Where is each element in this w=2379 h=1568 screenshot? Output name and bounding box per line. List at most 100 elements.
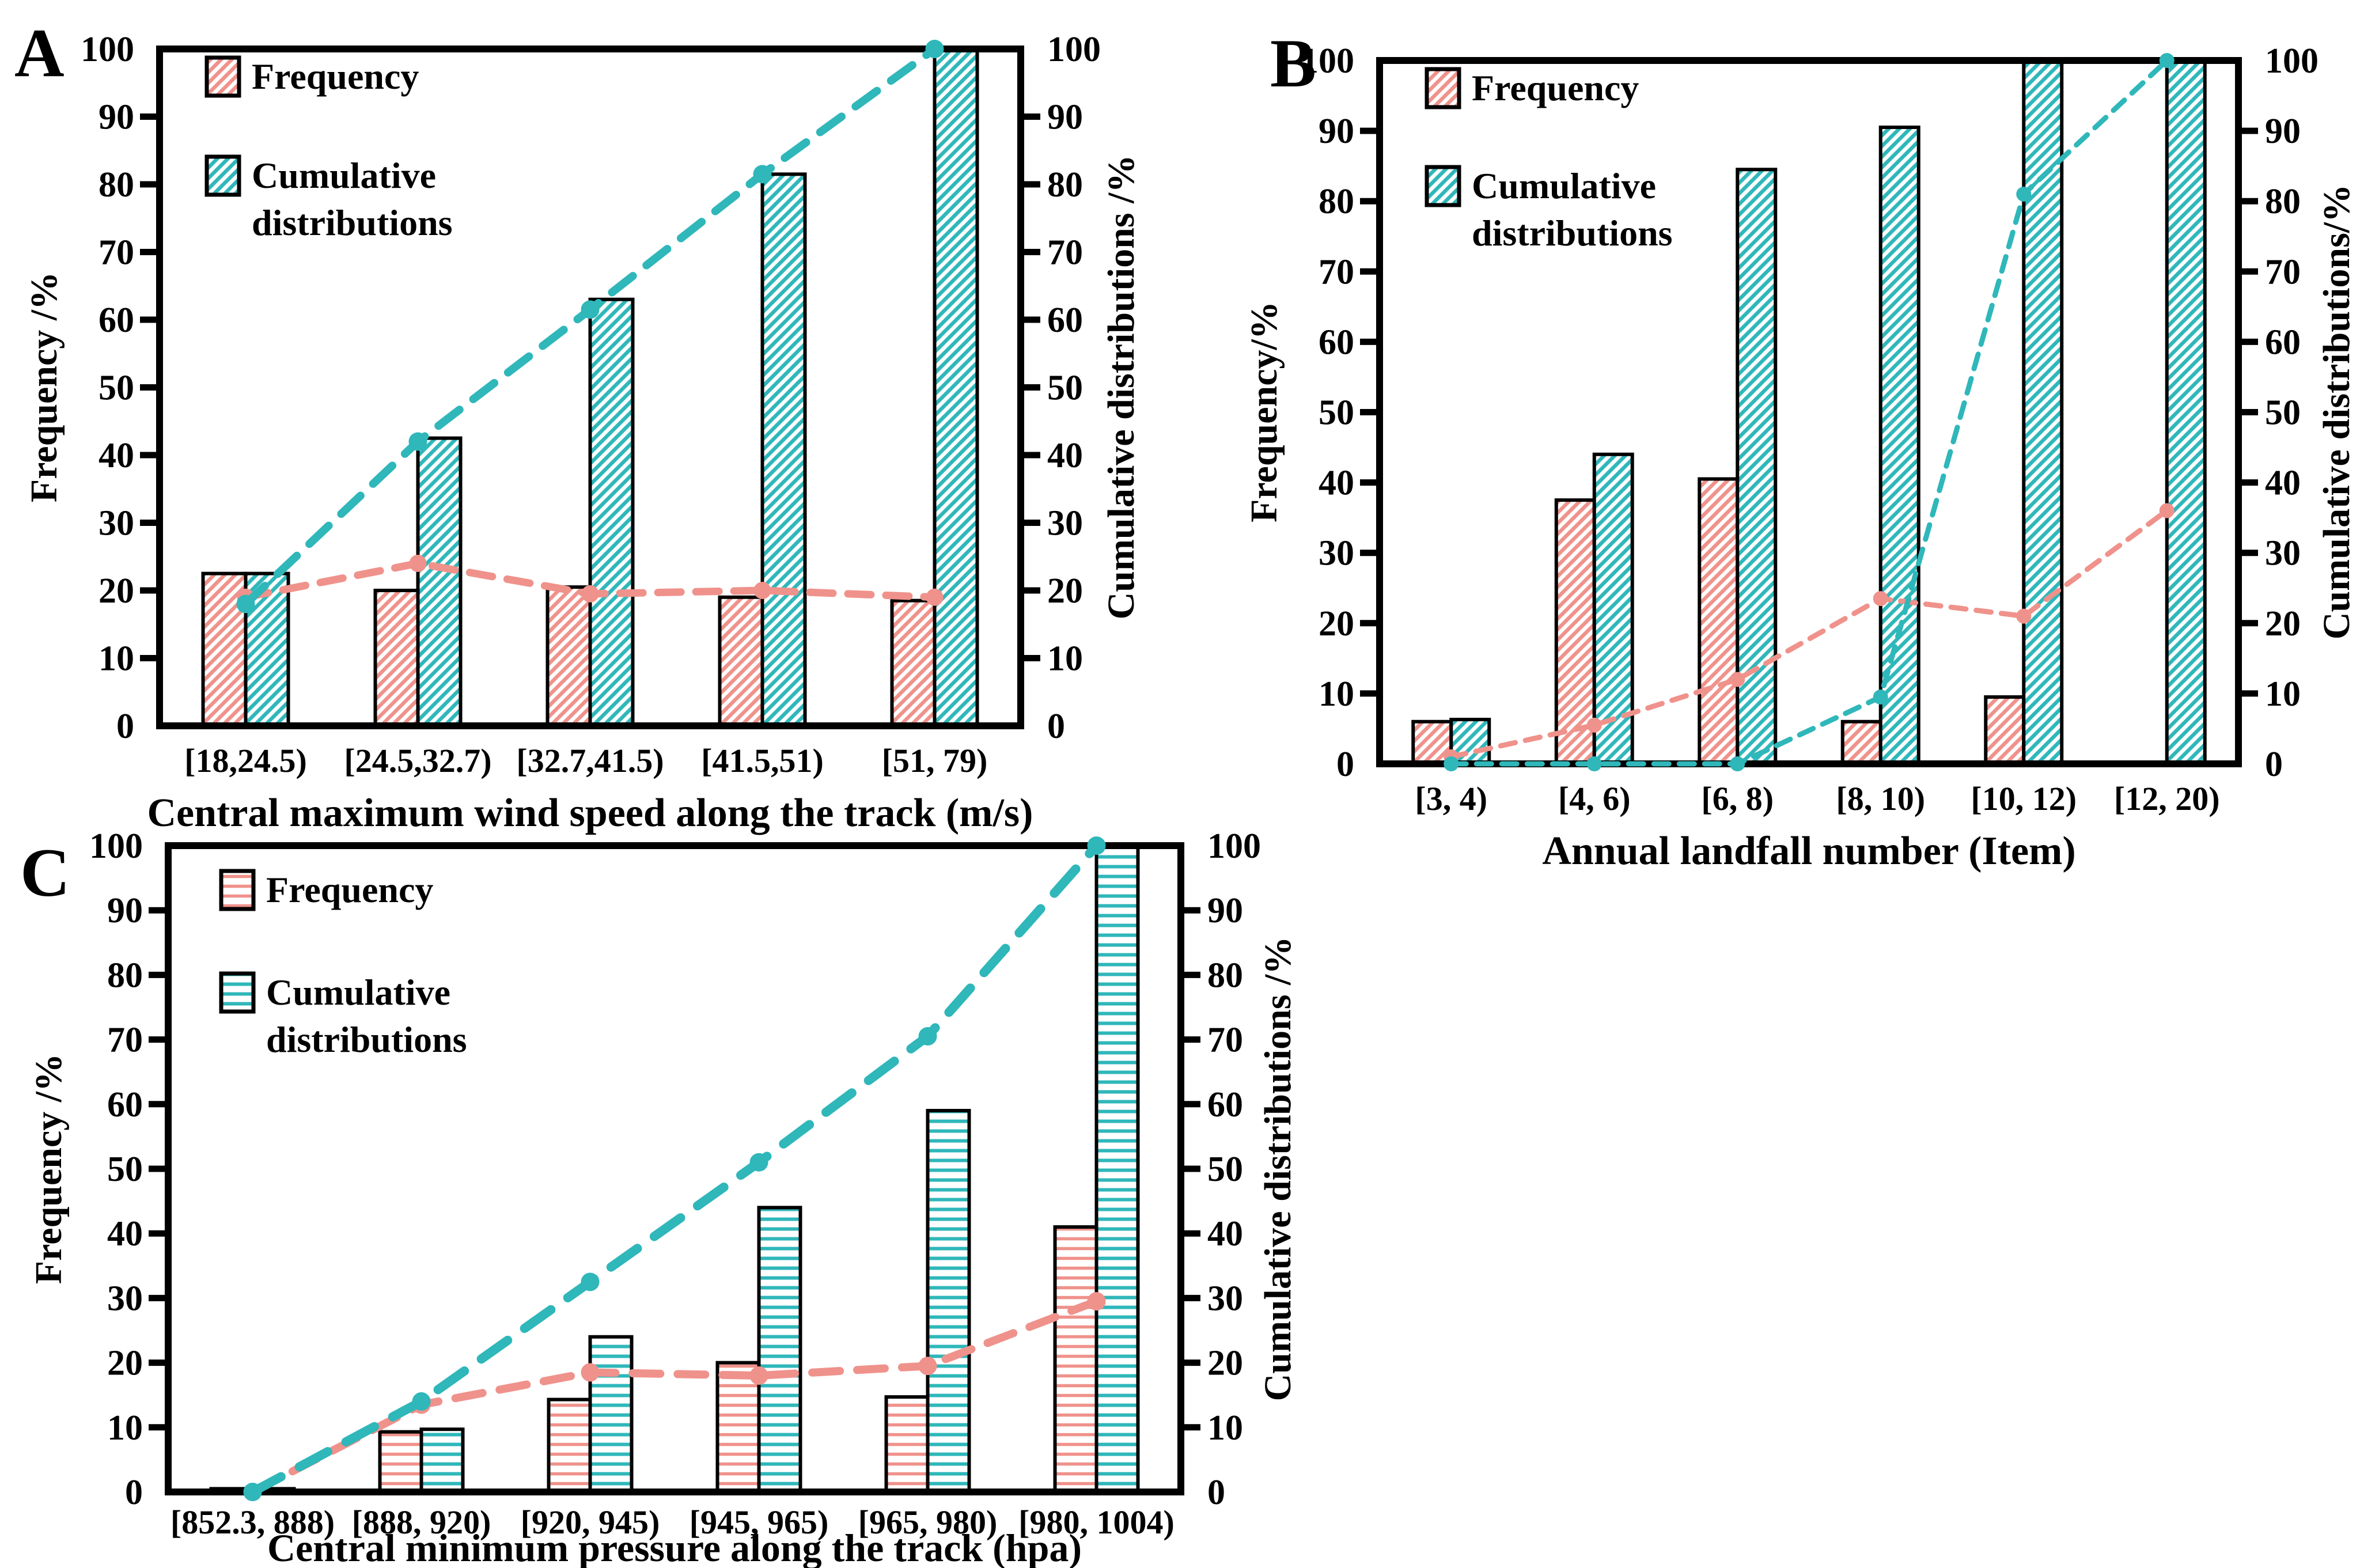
y-tick-label-right: 80 xyxy=(2265,182,2301,221)
x-axis-title: Annual landfall number (Item) xyxy=(1542,829,2075,873)
panel-letter: A xyxy=(14,14,65,91)
data-point-marker xyxy=(749,1366,768,1385)
y-tick-label-left: 10 xyxy=(99,639,134,679)
bar xyxy=(416,436,463,728)
x-tick-label: [852.3, 888) xyxy=(171,1503,335,1541)
trend-line xyxy=(1448,507,2170,760)
data-point-marker xyxy=(1730,672,1745,687)
y-tick-label-right: 100 xyxy=(1207,827,1261,866)
y-axis-title-right: Cumulative distributions /% xyxy=(1100,155,1142,620)
x-tick-label: [10, 12) xyxy=(1971,780,2077,817)
y-tick-label-left: 40 xyxy=(107,1214,143,1253)
bar-series-frequency xyxy=(1411,477,2026,766)
y-tick-label-left: 60 xyxy=(107,1085,143,1124)
y-tick-label-right: 90 xyxy=(1207,891,1243,930)
line-series-frequency xyxy=(243,1292,1106,1501)
x-tick-label: [965, 980) xyxy=(858,1503,998,1541)
y-tick-label-left: 10 xyxy=(1319,675,1354,714)
y-tick-label-right: 80 xyxy=(1207,956,1243,995)
y-tick-label-left: 20 xyxy=(107,1344,143,1383)
data-point-marker xyxy=(2159,503,2175,518)
y-tick-label-right: 50 xyxy=(1207,1150,1243,1189)
x-axis-title: Central maximum wind speed along the tra… xyxy=(147,791,1033,835)
panel-letter: B xyxy=(1270,25,1316,101)
y-tick-label-left: 70 xyxy=(1319,252,1354,291)
y-tick-label-right: 40 xyxy=(1047,436,1083,475)
data-point-marker xyxy=(753,582,771,599)
y-tick-label-left: 80 xyxy=(99,165,134,204)
bar xyxy=(760,172,807,728)
trend-line xyxy=(248,841,1101,1497)
y-tick-label-left: 40 xyxy=(99,436,134,475)
data-point-marker xyxy=(581,585,599,603)
y-tick-label-left: 90 xyxy=(107,891,143,930)
bar xyxy=(1053,1225,1098,1494)
y-tick-label-left: 10 xyxy=(107,1408,143,1448)
bar xyxy=(373,589,420,728)
legend-swatch-cumulative xyxy=(1425,165,1461,207)
x-tick-label: [4, 6) xyxy=(1558,780,1631,817)
data-point-marker xyxy=(2016,608,2032,624)
bar xyxy=(884,1395,930,1494)
y-tick-label-right: 60 xyxy=(1047,301,1083,340)
x-axis-title: Central minimum pressure along the track… xyxy=(267,1526,1082,1568)
x-tick-label: [3, 4) xyxy=(1415,780,1487,817)
bar xyxy=(757,1206,802,1494)
bar xyxy=(588,1335,634,1494)
y-axis-title-left: Frequency /% xyxy=(28,1054,70,1284)
bar xyxy=(890,599,937,728)
data-point-marker xyxy=(1586,717,1602,733)
bar xyxy=(588,297,635,728)
data-point-marker xyxy=(409,555,427,572)
data-point-marker xyxy=(412,1392,431,1411)
line-series-cumulative xyxy=(236,40,944,613)
y-tick-label-right: 0 xyxy=(1207,1473,1225,1512)
panel-C: 0 0 10 10 20 20 30 30 40 40 50 50 60 60 70 70 80 80 90 90 10… xyxy=(20,827,1299,1568)
bar xyxy=(718,595,764,728)
data-point-marker xyxy=(1586,756,1602,771)
data-point-marker xyxy=(1444,756,1459,771)
data-point-marker xyxy=(918,1357,937,1376)
data-point-marker xyxy=(1087,1292,1106,1311)
y-tick-label-left: 50 xyxy=(99,369,134,408)
y-tick-label-left: 0 xyxy=(1336,745,1354,784)
bar xyxy=(547,1397,592,1494)
x-tick-label: [945, 965) xyxy=(690,1503,829,1541)
legend-label: distributions xyxy=(1472,213,1673,253)
y-tick-label-right: 50 xyxy=(2265,393,2301,433)
y-tick-label-right: 0 xyxy=(1047,707,1065,746)
y-axis-title-left: Frequency /% xyxy=(23,272,65,502)
bar xyxy=(545,585,592,728)
data-point-marker xyxy=(408,432,427,451)
y-tick-label-left: 20 xyxy=(99,571,134,611)
y-tick-label-left: 50 xyxy=(1319,393,1354,433)
data-point-marker xyxy=(753,165,772,184)
x-tick-label: [12, 20) xyxy=(2114,780,2220,817)
y-tick-label-left: 80 xyxy=(1319,182,1354,221)
y-tick-label-left: 40 xyxy=(1319,464,1354,503)
data-point-marker xyxy=(1087,836,1106,855)
y-tick-label-right: 10 xyxy=(2265,675,2301,714)
x-tick-label: [8, 10) xyxy=(1836,780,1925,817)
bar xyxy=(419,1427,465,1494)
data-point-marker xyxy=(925,40,944,58)
x-tick-label: [980, 1004) xyxy=(1018,1503,1175,1541)
bar-series-cumulative xyxy=(244,47,979,728)
y-tick-label-right: 20 xyxy=(1047,571,1083,611)
y-tick-label-right: 30 xyxy=(1047,504,1083,543)
panel-B: 0 0 10 10 20 20 30 30 40 40 50 50 60 60 70 70 80 80 90 90 10… xyxy=(1243,25,2358,873)
data-point-marker xyxy=(1873,591,1888,607)
y-tick-label-right: 90 xyxy=(2265,112,2301,151)
x-tick-label: [41.5,51) xyxy=(701,742,824,779)
legend-label: Cumulative xyxy=(1472,165,1656,206)
panel-A: 0 0 10 10 20 20 30 30 40 40 50 50 60 60 70 70 80 80 90 90 10… xyxy=(14,14,1142,835)
y-tick-label-left: 100 xyxy=(81,30,134,69)
bar xyxy=(1094,844,1140,1494)
bar xyxy=(1698,477,1740,766)
y-tick-label-left: 60 xyxy=(1319,323,1354,362)
y-tick-label-right: 20 xyxy=(1207,1344,1243,1383)
data-point-marker xyxy=(581,300,600,319)
bar xyxy=(2165,59,2207,766)
